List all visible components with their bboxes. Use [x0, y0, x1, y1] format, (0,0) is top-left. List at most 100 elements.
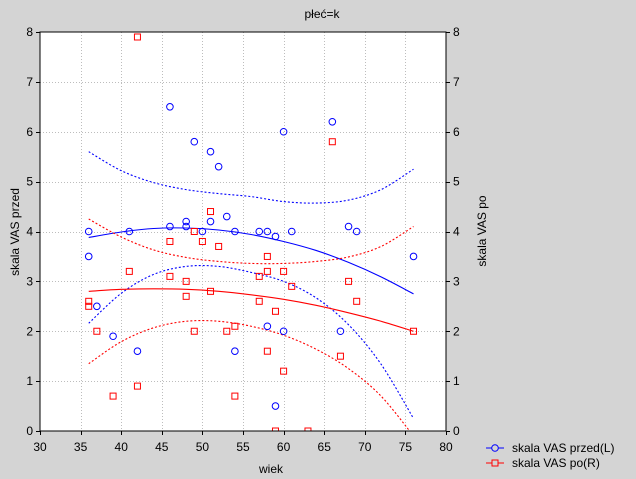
chart-title: płeć=k: [304, 7, 340, 21]
vas-przed-data-point: [255, 227, 264, 236]
vas-przed-data-point: [84, 252, 93, 261]
y-left-tick-label: 4: [26, 225, 33, 239]
x-tick-label: 55: [236, 440, 250, 454]
fit-curves: [88, 151, 414, 431]
x-tick-label: 65: [318, 440, 332, 454]
vas-po-data-point: [271, 427, 279, 431]
vas-po-data-point: [190, 327, 198, 335]
vas-przed-data-point: [109, 332, 117, 341]
vas-po-ci-lower-line: [88, 320, 411, 431]
y-left-tick-label: 8: [26, 25, 33, 39]
vas-po-data-point: [304, 427, 312, 431]
x-tick-label: 30: [33, 440, 47, 454]
vas-po-data-point: [280, 367, 288, 375]
vas-przed-data-point: [231, 347, 239, 356]
vas-przed-data-point: [214, 162, 223, 171]
vas-po-data-point: [207, 287, 215, 295]
vas-przed-data-point: [279, 327, 288, 336]
vas-po-data-point: [231, 322, 239, 330]
vas-przed-ci-lower-line: [88, 264, 414, 419]
vas-przed-data-point: [166, 103, 174, 111]
y-right-tick-label: 8: [453, 25, 460, 39]
vas-po-fit-line: [88, 288, 414, 332]
vas-po-data-point: [345, 277, 353, 285]
vas-przed-data-point: [271, 402, 280, 410]
vas-po-data-point: [133, 33, 141, 41]
vas-przed-data-point: [263, 322, 272, 331]
vas-przed-data-point: [133, 347, 142, 356]
y-right-tick-label: 2: [453, 324, 460, 338]
vas-przed-data-point: [190, 137, 199, 146]
vas-przed-data-point: [409, 252, 418, 261]
vas-po-data-point: [288, 282, 296, 290]
vas-po-data-point: [263, 347, 271, 355]
legend-item-vas-po: skala VAS po(R): [486, 456, 600, 470]
y-right-tick-label: 0: [453, 424, 460, 438]
y-axis-right-label: skala VAS po: [475, 195, 489, 266]
y-left-tick-label: 1: [26, 374, 33, 388]
vas-po-data-point: [328, 138, 336, 146]
vas-po-data-point: [166, 237, 174, 245]
x-tick-label: 60: [277, 440, 291, 454]
y-right-tick-label: 3: [453, 274, 460, 288]
y-right-tick-label: 1: [453, 374, 460, 388]
vas-po-data-point: [353, 297, 361, 305]
x-tick-label: 70: [358, 440, 372, 454]
y-right-tick-label: 6: [453, 125, 460, 139]
y-axis-left-label: skala VAS przed: [8, 188, 22, 276]
vas-przed-data-point: [166, 222, 174, 231]
legend-label-vas-przed: skala VAS przed(L): [512, 441, 615, 455]
vas-po-data-point: [336, 352, 344, 360]
legend: skala VAS przed(L) skala VAS po(R): [486, 441, 615, 470]
vas-po-data-point: [263, 267, 271, 275]
legend-square-marker-icon: [491, 459, 499, 467]
y-right-tick-label: 5: [453, 175, 460, 189]
y-right-tick-label: 7: [453, 75, 460, 89]
x-tick-label: 80: [439, 440, 453, 454]
vas-przed-data-point: [84, 227, 93, 236]
vas-przed-data-point: [271, 232, 280, 241]
vas-po-data-point: [166, 272, 174, 280]
vas-przed-data-point: [279, 127, 288, 136]
vas-po-data-point: [223, 327, 231, 335]
gridlines: [40, 32, 446, 431]
vas-przed-data-point: [198, 227, 207, 236]
vas-przed-data-point: [263, 227, 272, 236]
vas-przed-data-point: [336, 327, 345, 336]
vas-po-data-point: [85, 297, 93, 305]
x-axis-label: wiek: [258, 462, 284, 476]
vas-przed-data-point: [206, 147, 215, 156]
vas-po-data-point: [198, 237, 206, 245]
legend-label-vas-po: skala VAS po(R): [512, 456, 600, 470]
data-points: [84, 33, 418, 431]
vas-przed-data-point: [182, 217, 190, 226]
vas-przed-data-point: [182, 222, 190, 231]
vas-po-data-point: [182, 277, 190, 285]
vas-przed-data-point: [344, 222, 353, 231]
vas-przed-fit-line: [88, 227, 414, 295]
vas-przed-data-point: [125, 227, 134, 236]
vas-po-data-point: [271, 307, 279, 315]
vas-po-data-point: [231, 392, 239, 400]
legend-circle-marker-icon: [491, 444, 499, 452]
vas-po-data-point: [215, 242, 223, 250]
vas-po-data-point: [109, 392, 117, 400]
vas-przed-data-point: [206, 217, 215, 226]
vas-po-data-point: [93, 327, 101, 335]
y-right-tick-label: 4: [453, 225, 460, 239]
vas-po-data-point: [133, 382, 141, 390]
x-tick-label: 45: [155, 440, 169, 454]
vas-po-data-point: [125, 267, 133, 275]
vas-przed-data-point: [231, 227, 239, 236]
vas-po-data-point: [182, 292, 190, 300]
y-left-tick-label: 0: [26, 424, 33, 438]
y-left-tick-label: 5: [26, 175, 33, 189]
vas-przed-data-point: [352, 227, 361, 236]
x-tick-label: 35: [74, 440, 88, 454]
y-left-tick-label: 3: [26, 274, 33, 288]
x-tick-label: 50: [196, 440, 210, 454]
vas-po-data-point: [255, 272, 263, 280]
vas-przed-data-point: [222, 212, 231, 221]
vas-po-data-point: [255, 297, 263, 305]
vas-po-data-point: [263, 252, 271, 260]
